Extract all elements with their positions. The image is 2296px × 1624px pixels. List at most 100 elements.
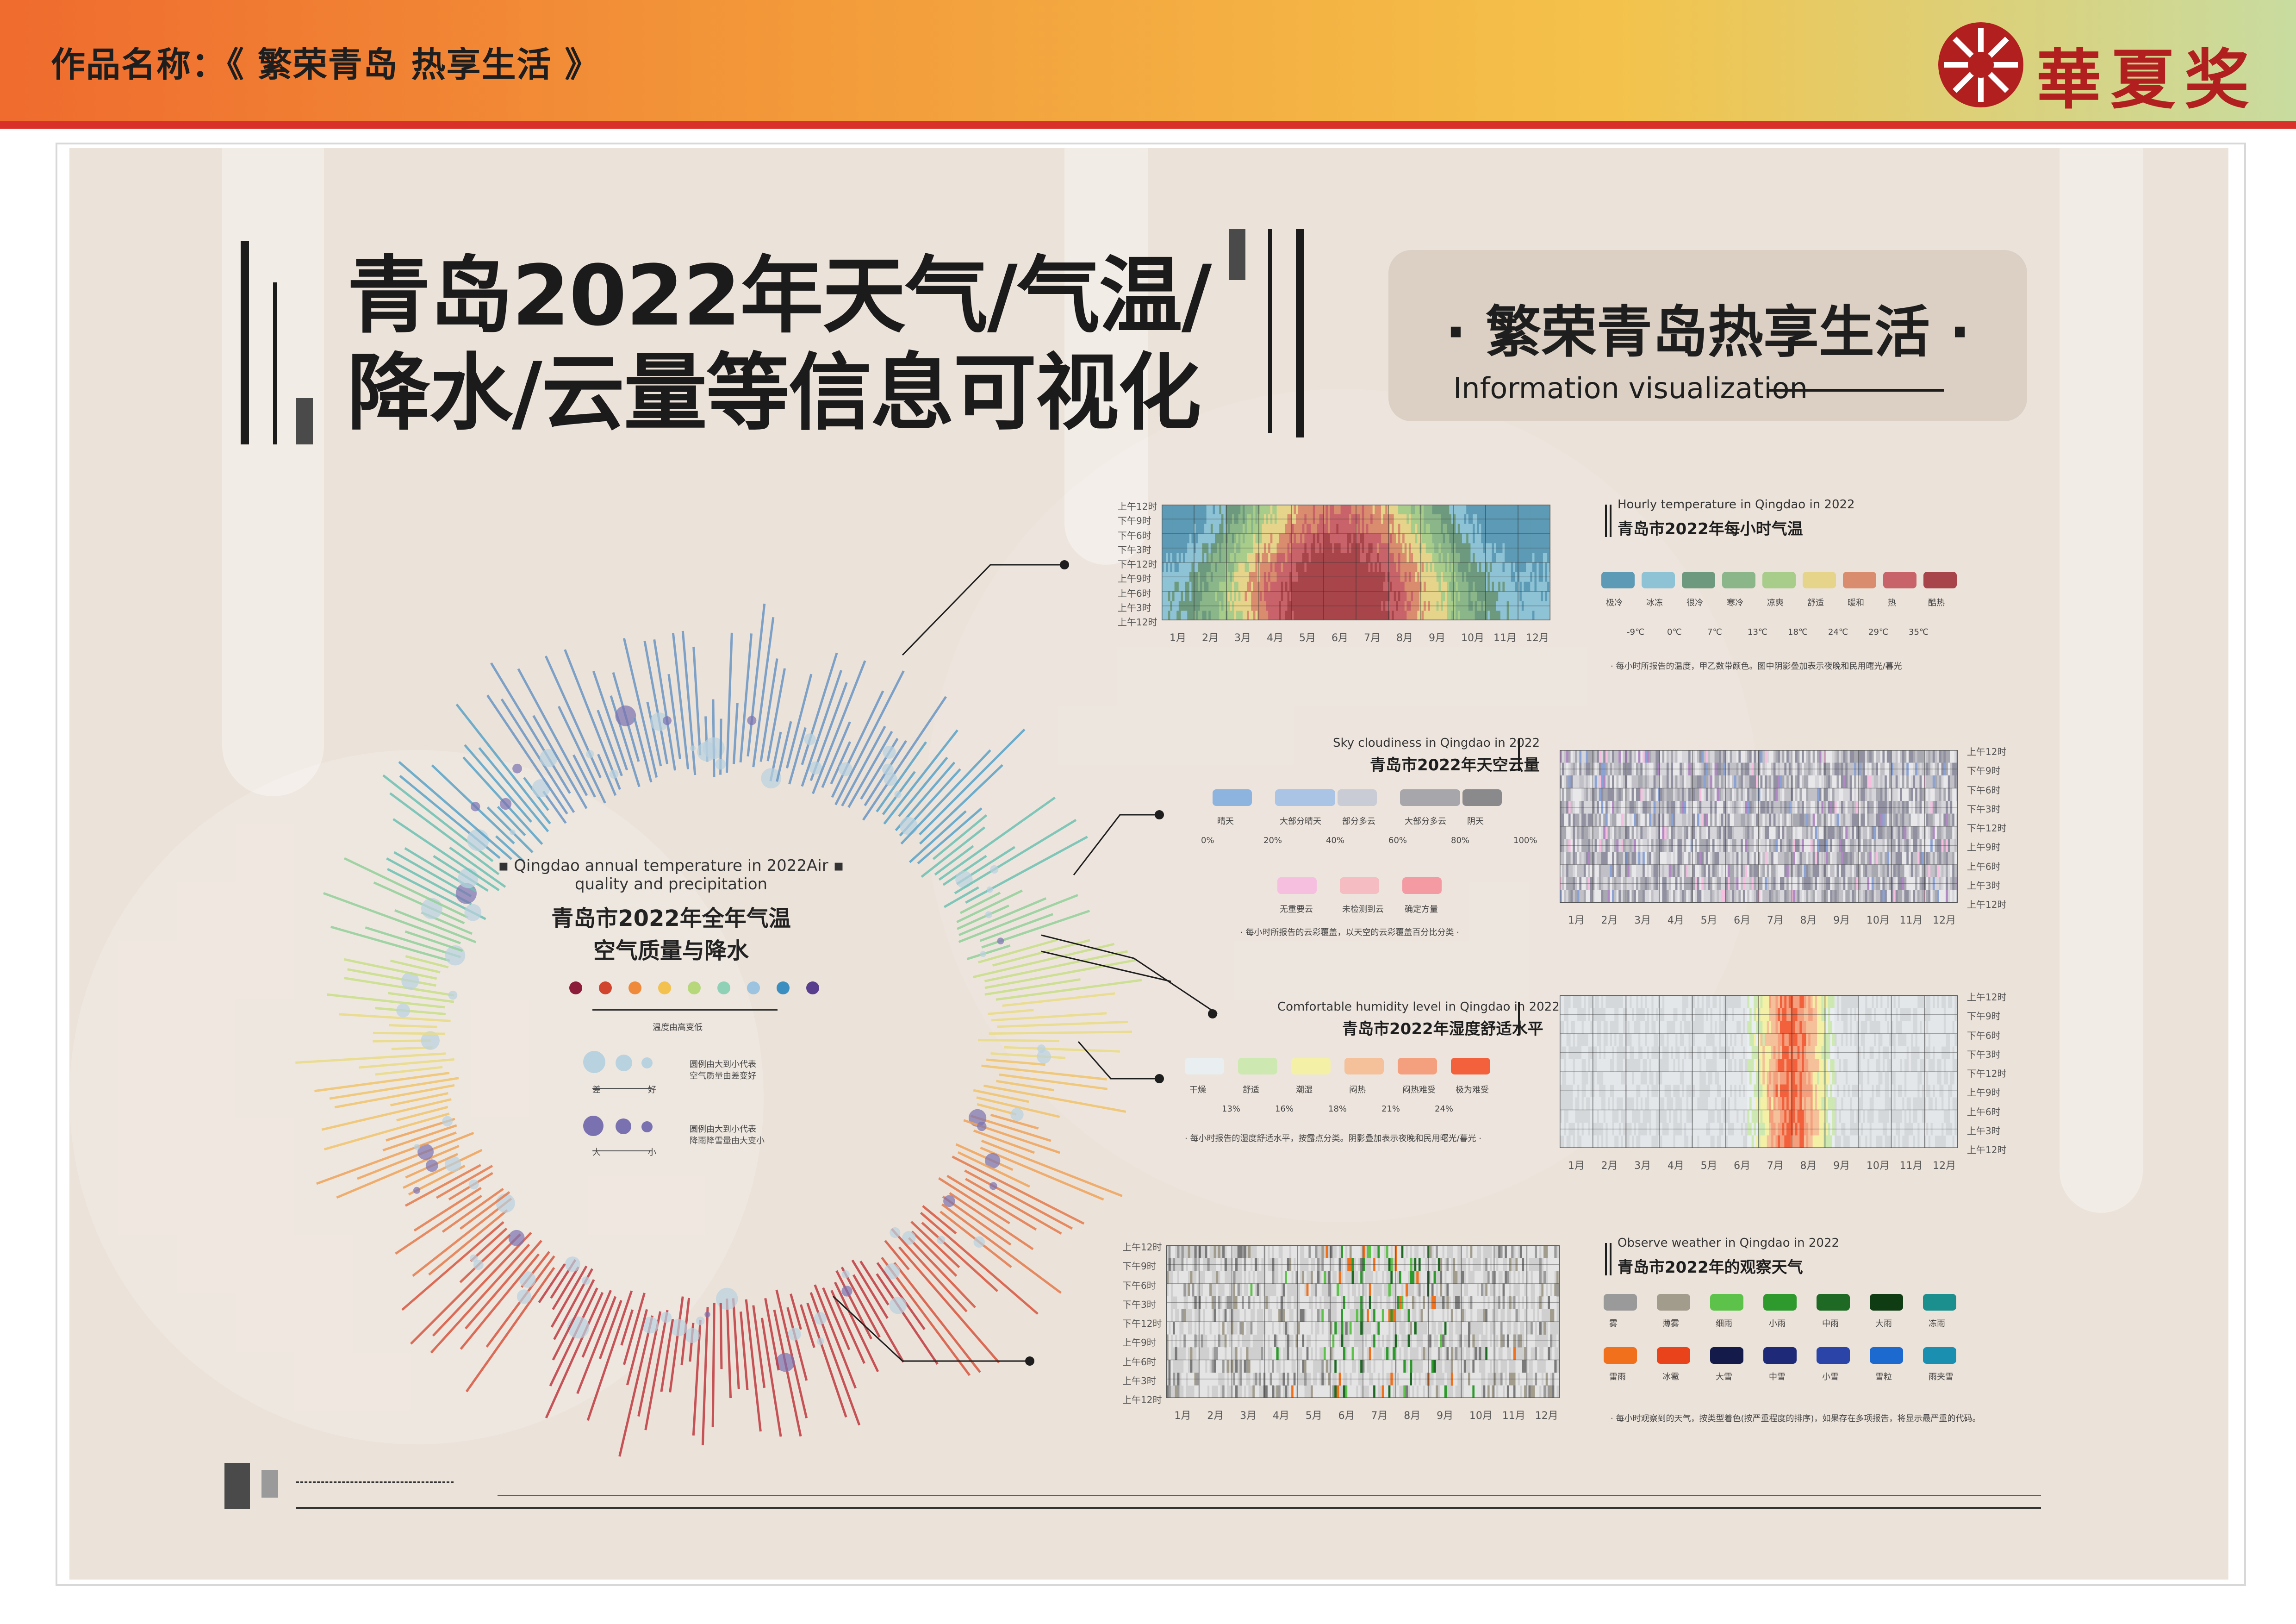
heatmap-cell [1362, 543, 1364, 553]
heatmap-cell [1500, 562, 1503, 573]
heatmap-cell [1686, 813, 1689, 827]
heatmap-cell [1778, 890, 1780, 903]
heatmap-cell [1251, 524, 1254, 534]
heatmap-cell [1780, 890, 1783, 903]
heatmap-cell [1319, 611, 1322, 620]
heatmap-cell [1532, 514, 1535, 525]
heatmap-cell [1517, 611, 1520, 620]
heatmap-cell [1164, 562, 1166, 573]
heatmap-cell [1620, 864, 1624, 878]
heatmap-cell [1627, 890, 1630, 903]
radial-temperature-bar [436, 1165, 493, 1199]
heatmap-cell [1579, 839, 1582, 852]
heatmap-cell [1601, 801, 1604, 814]
heatmap-cell [1166, 514, 1169, 525]
heatmap-cell [1714, 864, 1717, 878]
heatmap-cell [1406, 581, 1409, 592]
heatmap-cell [1860, 890, 1863, 903]
heatmap-cell [1926, 864, 1929, 878]
heatmap-cell [1178, 524, 1181, 534]
heatmap-cell [1644, 801, 1647, 814]
heatmap-cell [1494, 601, 1497, 611]
heatmap-cell [1487, 514, 1490, 525]
heatmap-cell [1417, 505, 1420, 515]
heatmap-cell [1285, 562, 1288, 573]
heatmap-cell [1734, 864, 1737, 878]
heatmap-cell [1806, 750, 1809, 763]
heatmap-cell [1530, 505, 1533, 515]
heatmap-cell [1653, 801, 1656, 814]
heatmap-cell [1917, 813, 1920, 827]
heatmap-cell [1372, 591, 1375, 601]
heatmap-cell [1417, 611, 1420, 620]
heatmap-cell [1830, 750, 1833, 763]
heatmap-cell [1475, 543, 1477, 553]
heatmap-cell [1321, 505, 1324, 515]
heatmap-cell [1538, 524, 1541, 534]
heatmap-cell [1839, 826, 1842, 839]
heatmap-cell [1432, 601, 1435, 611]
heatmap-cell [1808, 852, 1811, 865]
heatmap-cell [1468, 524, 1471, 534]
radial-air-quality-dot [973, 1236, 985, 1248]
heatmap-cell [1923, 775, 1927, 788]
heatmap-cell [1191, 581, 1194, 592]
heatmap-cell [1242, 591, 1245, 601]
heatmap-cell [1579, 826, 1582, 839]
heatmap-cell [1708, 852, 1711, 865]
heatmap-cell [1451, 591, 1454, 601]
heatmap-cell [1521, 533, 1524, 543]
heatmap-cell [1784, 890, 1787, 903]
radial-temperature-bar [776, 721, 792, 782]
heatmap-cell [1939, 775, 1942, 788]
heatmap-cell [1581, 801, 1584, 814]
heatmap-cell [1344, 562, 1347, 573]
work-title: 作品名称：《 繁荣青岛 热享生活 》 [51, 45, 600, 85]
heatmap-cell [1671, 788, 1674, 801]
heatmap-cell [1885, 788, 1887, 801]
heatmap-cell [1338, 524, 1341, 534]
heatmap-cell [1162, 524, 1164, 534]
heatmap-cell [1717, 864, 1719, 878]
heatmap-cell [1375, 611, 1377, 620]
heatmap-cell [1891, 813, 1894, 827]
heatmap-cell [1677, 788, 1680, 801]
heatmap-cell [1867, 839, 1870, 852]
heatmap-cell [1786, 762, 1789, 776]
heatmap-cell [1325, 572, 1328, 582]
heatmap-cell [1876, 801, 1879, 814]
radial-air-quality-dot [776, 1353, 795, 1372]
heatmap-cell [1612, 762, 1615, 776]
month-label: 3月 [1234, 632, 1251, 644]
heatmap-cell [1655, 750, 1658, 763]
heatmap-cell [1581, 775, 1584, 788]
heatmap-cell [1532, 601, 1535, 611]
heatmap-cell [1353, 514, 1356, 525]
heatmap-cell [1581, 864, 1584, 878]
heatmap-cell [1464, 562, 1467, 573]
heatmap-cell [1948, 762, 1951, 776]
heatmap-cell [1447, 611, 1450, 620]
heatmap-cell [1479, 601, 1481, 611]
month-label: 4月 [1667, 915, 1684, 926]
heatmap-cell [1456, 543, 1458, 553]
heatmap-cell [1304, 533, 1307, 543]
heatmap-cell [1506, 581, 1509, 592]
heatmap-cell [1948, 750, 1951, 763]
heatmap-cell [1819, 877, 1822, 890]
heatmap-cell [1400, 533, 1403, 543]
heatmap-cell [1487, 591, 1490, 601]
heatmap-cell [1830, 877, 1833, 890]
title-bar [273, 282, 277, 444]
heatmap-cell [1834, 762, 1837, 776]
heatmap-cell [1483, 553, 1486, 563]
heatmap-cell [1643, 750, 1645, 763]
heatmap-cell [1832, 775, 1835, 788]
heatmap-cell [1697, 864, 1700, 878]
heatmap-cell [1581, 877, 1584, 890]
heatmap-cell [1788, 775, 1792, 788]
heatmap-cell [1521, 601, 1524, 611]
radial-temperature-bar [314, 1072, 450, 1093]
heatmap-cell [1462, 533, 1465, 543]
heatmap-cell [1498, 611, 1501, 620]
